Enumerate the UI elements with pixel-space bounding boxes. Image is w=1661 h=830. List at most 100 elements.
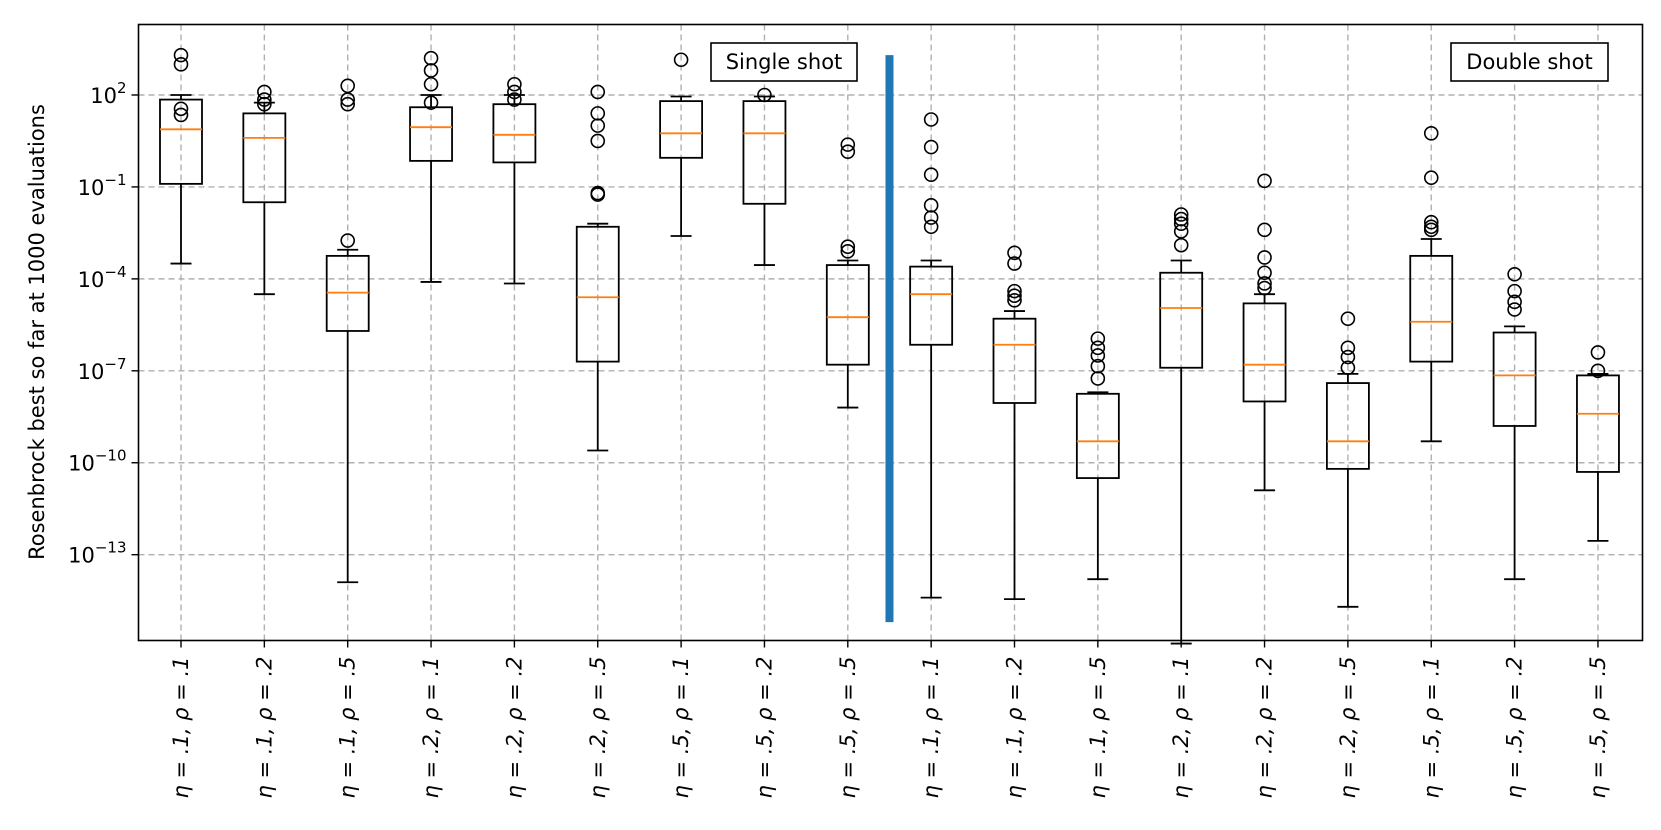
outlier-point bbox=[173, 57, 189, 72]
outlier-point bbox=[1173, 207, 1189, 222]
outlier-point bbox=[507, 84, 522, 100]
outlier-point bbox=[1007, 245, 1022, 261]
box-iqr bbox=[909, 265, 954, 346]
x-tick-label: η = .2, ρ = .2 bbox=[1253, 657, 1277, 799]
outlier-point bbox=[1257, 265, 1272, 281]
x-tick-label: η = .2, ρ = .5 bbox=[1336, 657, 1360, 799]
box-iqr bbox=[1242, 302, 1287, 403]
boxplot-5 bbox=[492, 76, 537, 285]
outlier-point bbox=[1340, 311, 1356, 327]
boxplot-13 bbox=[1159, 207, 1204, 645]
outlier-point bbox=[1507, 294, 1522, 310]
annotation-single-shot: Single shot bbox=[710, 42, 858, 82]
outlier-point bbox=[590, 84, 606, 100]
x-tick-label: η = .5, ρ = .1 bbox=[1419, 657, 1443, 799]
y-tick-label: 10−4 bbox=[78, 263, 127, 292]
outlier-point bbox=[840, 144, 856, 159]
boxplot-15 bbox=[1326, 311, 1370, 608]
x-tick-label: η = .2, ρ = .1 bbox=[419, 657, 443, 799]
y-tick-label: 102 bbox=[90, 79, 126, 108]
outlier-point bbox=[1007, 256, 1022, 271]
x-tick-label: η = .1, ρ = .1 bbox=[169, 657, 193, 799]
box-iqr bbox=[825, 264, 870, 366]
box-iqr bbox=[1492, 331, 1537, 427]
outlier-point bbox=[1090, 358, 1106, 374]
boxplot-6 bbox=[575, 84, 620, 452]
outlier-point bbox=[1590, 345, 1606, 360]
y-tick-label: 10−13 bbox=[68, 539, 126, 568]
outlier-point bbox=[923, 198, 939, 213]
boxplot-10 bbox=[909, 112, 954, 599]
x-tick-label: η = .1, ρ = .5 bbox=[336, 657, 360, 799]
box-iqr bbox=[1159, 271, 1204, 369]
outlier-point bbox=[423, 95, 439, 110]
x-tick-label: η = .5, ρ = .2 bbox=[1503, 657, 1527, 799]
boxplot-1 bbox=[159, 47, 203, 265]
boxplot-3 bbox=[325, 78, 370, 584]
outlier-point bbox=[340, 78, 356, 94]
box-iqr bbox=[1326, 382, 1370, 470]
x-tick-label: η = .5, ρ = .5 bbox=[836, 657, 860, 799]
outlier-point bbox=[840, 137, 856, 152]
outlier-point bbox=[1507, 283, 1522, 299]
box-iqr bbox=[242, 112, 287, 204]
x-tick-label: η = .2, ρ = .2 bbox=[502, 657, 526, 799]
boxes-layer bbox=[159, 47, 1620, 645]
outlier-point bbox=[1007, 288, 1022, 304]
outlier-point bbox=[1423, 170, 1439, 186]
boxplot-9 bbox=[825, 137, 870, 409]
outlier-point bbox=[1257, 276, 1272, 291]
outlier-point bbox=[1590, 363, 1606, 379]
outlier-point bbox=[340, 233, 356, 248]
x-tick-label: η = .1, ρ = .2 bbox=[252, 657, 276, 799]
y-tick-label: 10−7 bbox=[78, 355, 127, 384]
annotation-double-shot: Double shot bbox=[1450, 42, 1609, 82]
outlier-point bbox=[1173, 216, 1189, 232]
box-iqr bbox=[575, 225, 620, 363]
boxplot-11 bbox=[992, 245, 1037, 601]
boxplot-7 bbox=[659, 52, 703, 237]
outlier-point bbox=[1173, 211, 1189, 227]
annotation-text: Double shot bbox=[1466, 50, 1592, 74]
box-iqr bbox=[1576, 374, 1620, 473]
x-tick-label: η = .1, ρ = .1 bbox=[919, 657, 943, 799]
x-axis: η = .1, ρ = .1 η = .1, ρ = .2 η = .1, ρ = … bbox=[169, 640, 1610, 799]
outlier-point bbox=[257, 96, 272, 112]
outlier-point bbox=[923, 112, 939, 127]
box-iqr bbox=[409, 106, 453, 162]
plot-frame bbox=[137, 23, 1644, 642]
outlier-point bbox=[1090, 331, 1106, 346]
outlier-point bbox=[1340, 340, 1356, 356]
outlier-point bbox=[590, 106, 606, 121]
outlier-point bbox=[1340, 349, 1356, 365]
boxplot-8 bbox=[742, 87, 787, 266]
boxplot-17 bbox=[1492, 266, 1537, 581]
outlier-point bbox=[423, 76, 439, 92]
boxplot-18 bbox=[1576, 345, 1620, 542]
x-tick-label: η = .5, ρ = .1 bbox=[669, 657, 693, 799]
outlier-point bbox=[173, 107, 189, 123]
box-iqr bbox=[159, 98, 203, 185]
outlier-point bbox=[507, 76, 522, 92]
box-iqr bbox=[1409, 254, 1454, 363]
annotation-box bbox=[710, 42, 858, 82]
outlier-point bbox=[923, 219, 939, 235]
outlier-point bbox=[923, 139, 939, 155]
y-axis: 102 10−1 10−4 10−7 10−10 10−13 bbox=[68, 79, 139, 568]
outlier-point bbox=[840, 239, 856, 254]
outlier-point bbox=[257, 92, 272, 107]
outlier-point bbox=[590, 187, 606, 202]
x-tick-label: η = .2, ρ = .5 bbox=[586, 657, 610, 799]
y-tick-label: 10−1 bbox=[78, 171, 127, 200]
outlier-point bbox=[673, 52, 689, 68]
outlier-point bbox=[1507, 302, 1522, 317]
x-tick-label: η = .5, ρ = .5 bbox=[1586, 657, 1610, 799]
outlier-point bbox=[340, 96, 356, 112]
outlier-point bbox=[1090, 348, 1106, 363]
box-iqr bbox=[1075, 392, 1120, 479]
boxplot-12 bbox=[1075, 331, 1120, 581]
outlier-point bbox=[757, 87, 772, 103]
x-tick-label: η = .5, ρ = .2 bbox=[752, 657, 776, 799]
outlier-point bbox=[1507, 266, 1522, 282]
x-tick-label: η = .1, ρ = .5 bbox=[1086, 657, 1110, 799]
